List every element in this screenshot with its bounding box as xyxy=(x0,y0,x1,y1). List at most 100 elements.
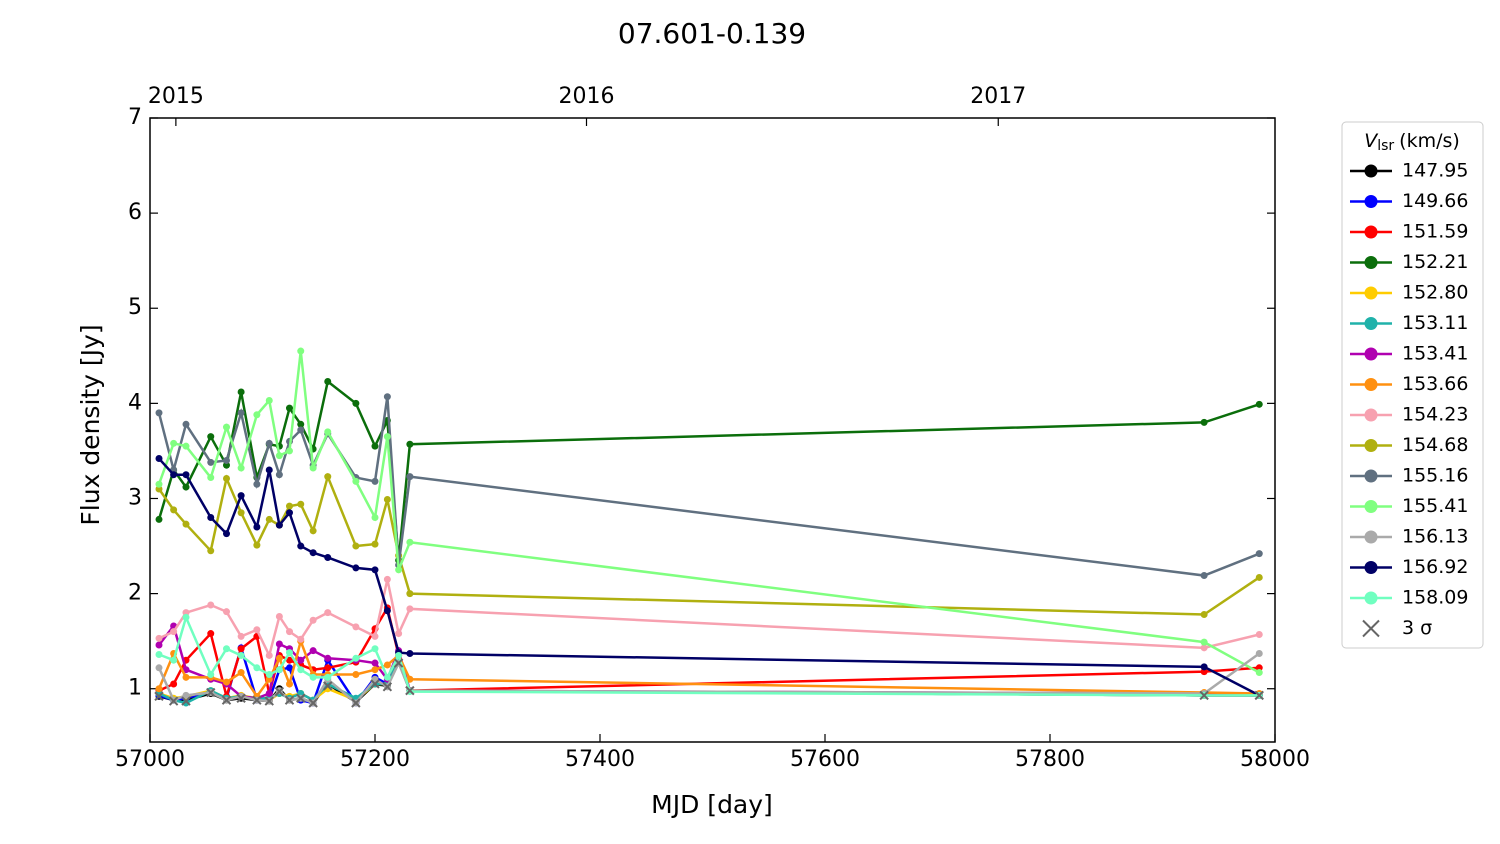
data-point xyxy=(383,575,391,583)
data-point xyxy=(155,480,163,488)
data-point xyxy=(182,699,190,707)
legend-marker xyxy=(1362,619,1380,638)
data-point xyxy=(297,347,305,355)
data-point xyxy=(182,673,190,681)
data-point xyxy=(286,664,293,672)
limit-marker xyxy=(296,693,306,703)
data-point xyxy=(286,509,293,517)
data-point xyxy=(275,640,283,648)
series-line xyxy=(158,457,1260,697)
data-point xyxy=(275,654,283,662)
data-point xyxy=(170,680,178,688)
legend-marker xyxy=(1364,164,1378,178)
data-point xyxy=(309,673,317,681)
data-point xyxy=(395,630,403,638)
data-point xyxy=(265,670,273,678)
data-point xyxy=(324,664,332,672)
data-point xyxy=(207,547,215,555)
chart-title: 07.601-0.139 xyxy=(618,17,806,50)
data-point xyxy=(265,689,273,697)
data-point xyxy=(324,673,332,681)
legend-label: 155.41 xyxy=(1402,495,1468,517)
legend-marker xyxy=(1364,286,1378,300)
data-point xyxy=(1200,572,1208,580)
data-point xyxy=(155,641,163,649)
data-point xyxy=(237,692,245,700)
data-point xyxy=(1255,650,1263,658)
data-point xyxy=(207,474,215,482)
data-point xyxy=(286,447,293,455)
data-point xyxy=(371,477,379,485)
data-point xyxy=(155,650,163,658)
legend-label: 155.16 xyxy=(1402,465,1468,487)
data-point xyxy=(207,433,215,441)
legend-label: 151.59 xyxy=(1402,221,1468,243)
data-point xyxy=(207,458,215,466)
y-tick-label: 7 xyxy=(128,105,142,130)
legend-title-unit: (km/s) xyxy=(1399,130,1460,152)
data-point xyxy=(406,440,414,448)
x-tick-label: 57000 xyxy=(115,747,185,772)
data-point xyxy=(406,538,414,546)
limit-marker xyxy=(393,658,404,668)
limit-marker xyxy=(252,695,262,705)
x2-tick-label: 2017 xyxy=(970,84,1026,109)
data-point xyxy=(237,492,245,500)
series-line xyxy=(158,579,1260,660)
data-point xyxy=(237,464,245,472)
data-point xyxy=(309,616,317,624)
limit-marker xyxy=(206,687,216,698)
data-point xyxy=(155,685,163,693)
y-tick-label: 2 xyxy=(128,581,142,606)
data-point xyxy=(383,495,391,503)
data-point xyxy=(352,477,360,485)
limit-marker xyxy=(154,691,164,702)
data-point xyxy=(309,549,317,557)
data-point xyxy=(207,601,215,609)
data-point xyxy=(352,564,360,572)
legend-title: Vlsr (km/s) xyxy=(1364,130,1460,155)
data-point xyxy=(253,480,261,488)
data-point xyxy=(406,650,414,658)
data-point xyxy=(237,388,245,396)
data-point xyxy=(297,656,305,664)
limit-marker xyxy=(168,696,179,706)
data-point xyxy=(237,651,245,659)
series-line xyxy=(157,472,1260,616)
x2-tick-label: 2015 xyxy=(148,84,204,109)
data-point xyxy=(383,433,391,441)
data-point xyxy=(237,632,245,640)
legend-label: 153.11 xyxy=(1402,312,1468,334)
data-point xyxy=(207,514,215,522)
legend-marker xyxy=(1364,378,1378,391)
legend-marker xyxy=(1364,256,1378,269)
legend-label: 149.66 xyxy=(1402,190,1468,212)
data-point xyxy=(324,609,332,617)
data-point xyxy=(406,590,414,598)
legend-label: 156.92 xyxy=(1402,556,1468,578)
legend-label: 156.13 xyxy=(1402,526,1468,548)
data-point xyxy=(309,527,317,535)
data-point xyxy=(1255,669,1263,677)
legend-marker xyxy=(1364,591,1378,605)
data-point xyxy=(297,666,305,674)
legend-marker xyxy=(1364,408,1378,422)
limit-marker xyxy=(370,679,380,689)
x-tick-label: 57400 xyxy=(565,747,635,772)
data-point xyxy=(383,607,391,615)
data-point xyxy=(182,471,190,479)
legend-marker xyxy=(1364,195,1378,208)
data-point xyxy=(286,649,293,657)
limit-marker xyxy=(1254,690,1264,701)
data-point xyxy=(371,514,379,522)
data-point xyxy=(371,566,379,574)
data-point xyxy=(297,635,305,643)
x-axis-label: MJD [day] xyxy=(651,790,773,819)
data-point xyxy=(383,661,391,669)
data-point xyxy=(275,471,283,479)
data-point xyxy=(275,452,283,460)
legend-marker xyxy=(1364,500,1378,513)
data-point xyxy=(371,632,379,640)
data-point xyxy=(207,630,215,638)
legend-label: 152.21 xyxy=(1402,251,1468,273)
